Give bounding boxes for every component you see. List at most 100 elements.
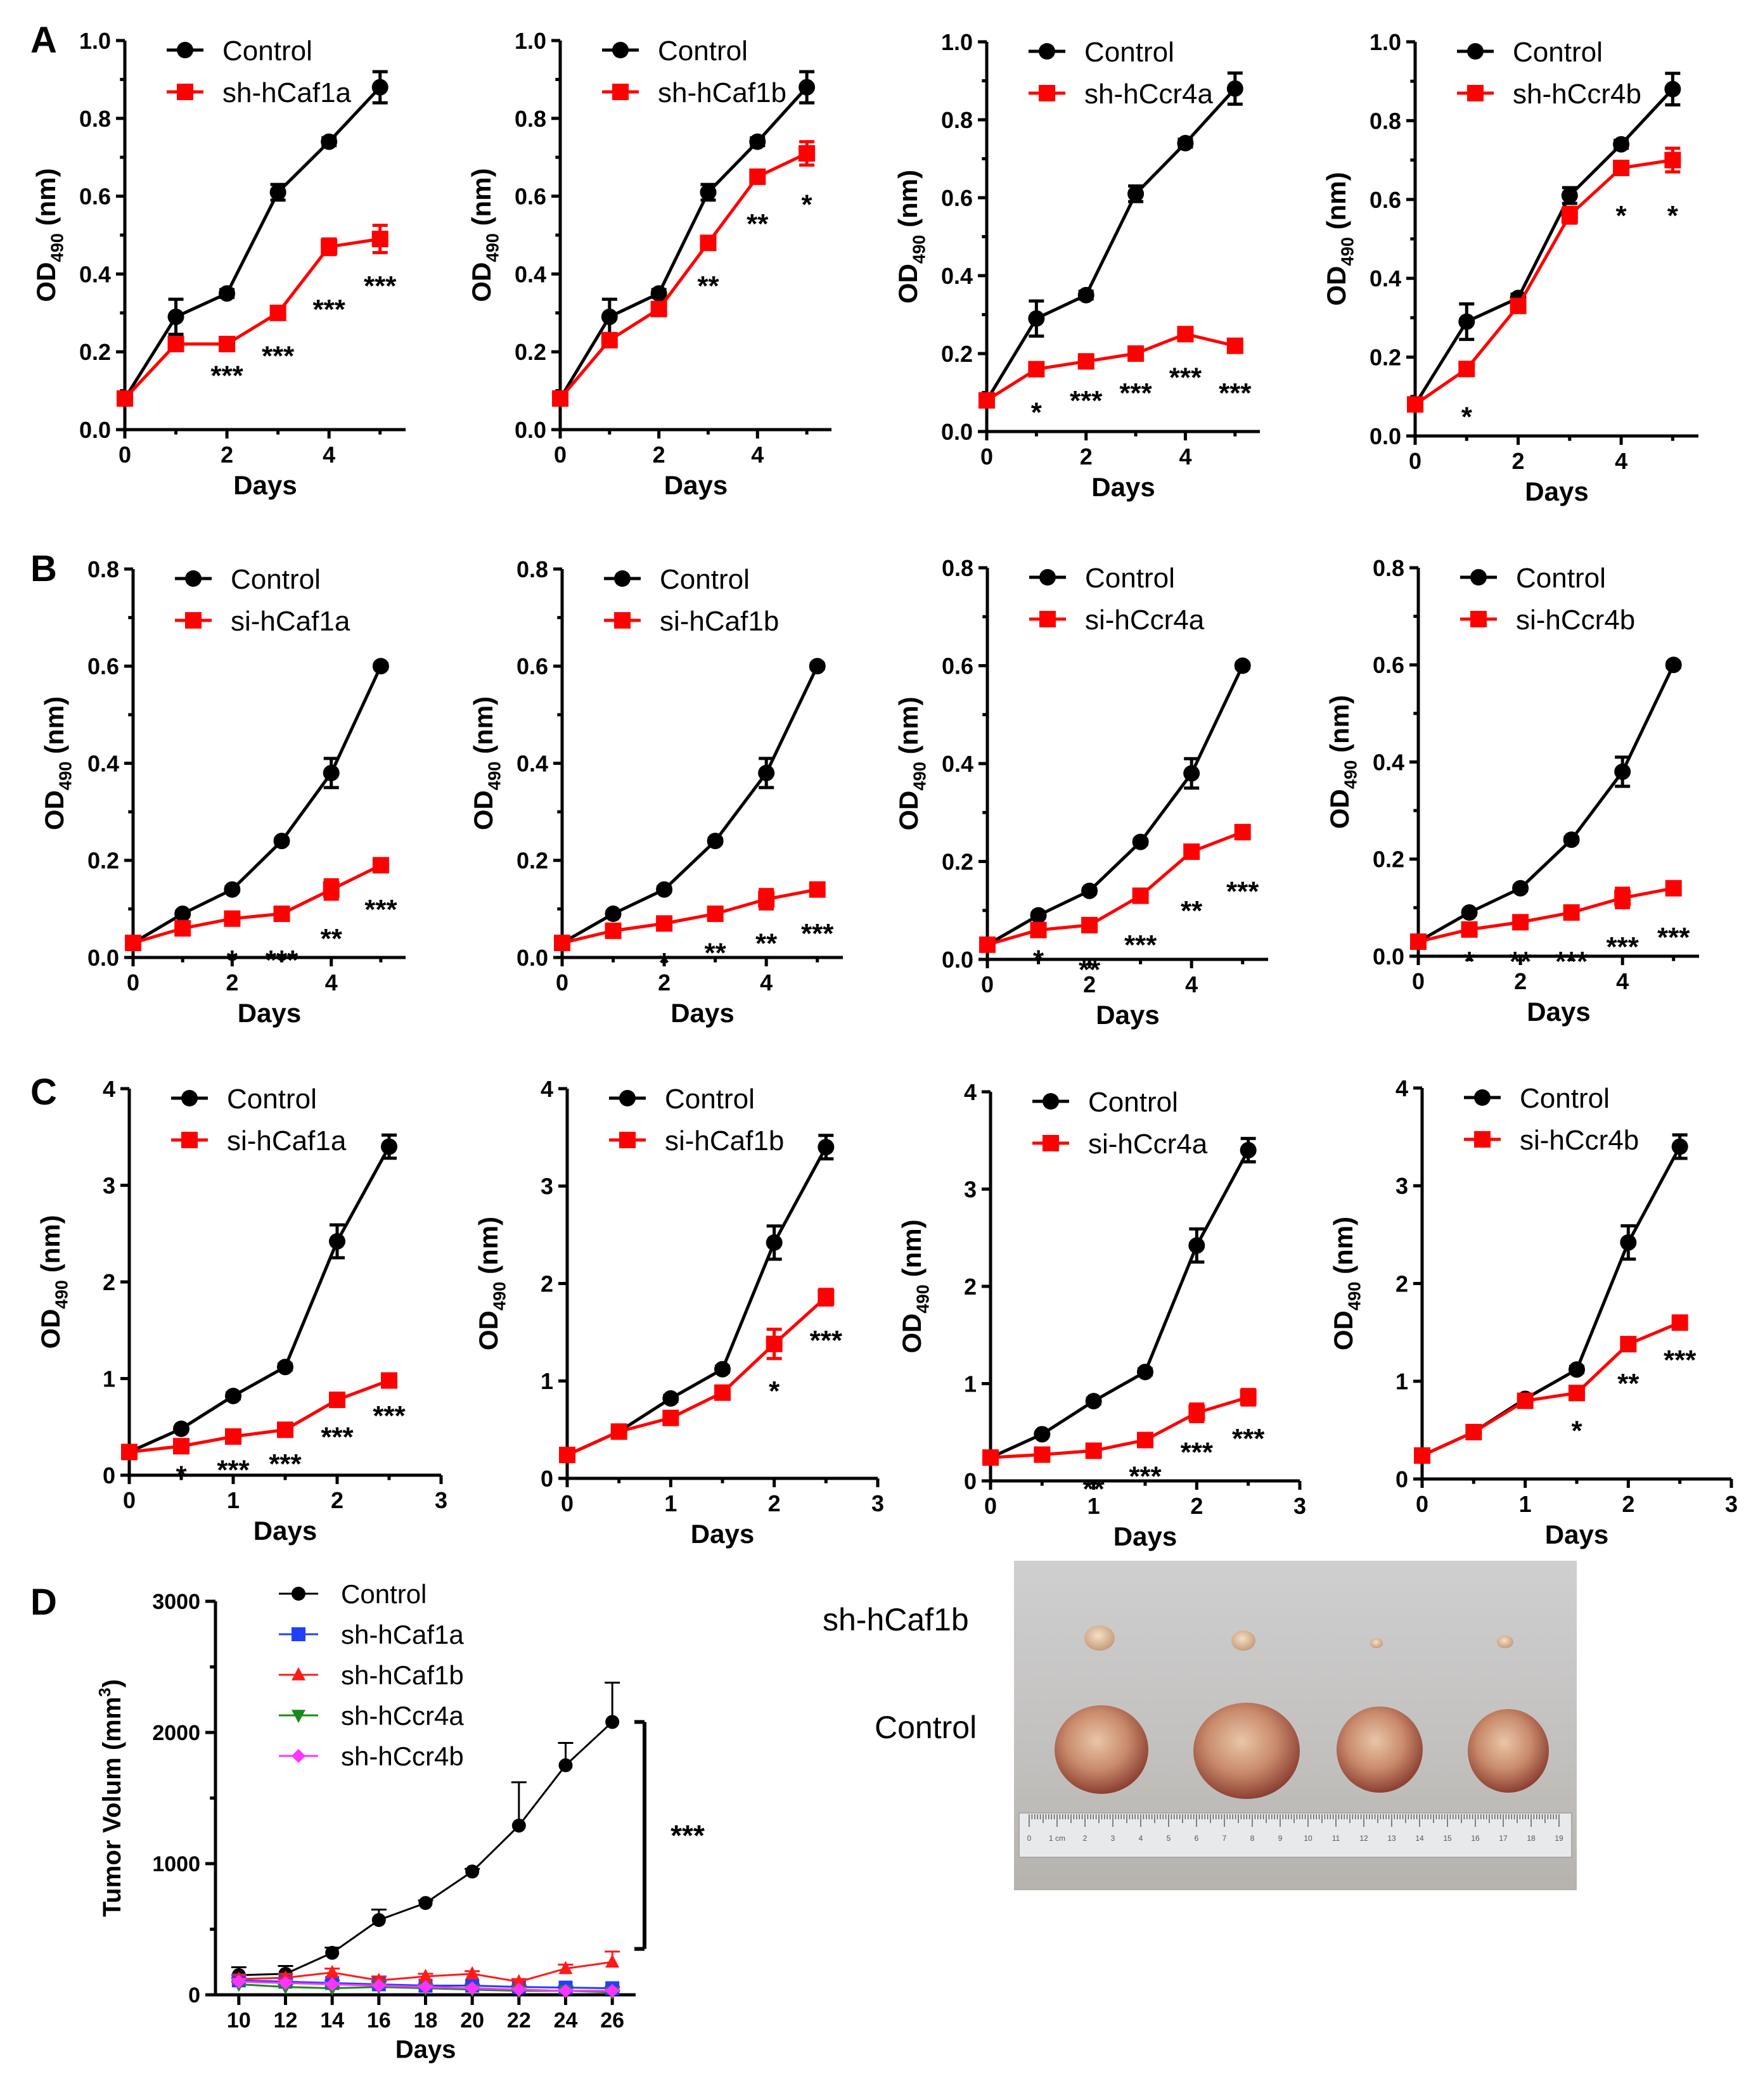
photo-row-label-control: Control — [875, 1710, 977, 1745]
data-point — [1077, 353, 1094, 370]
x-tick-label: 10 — [227, 2009, 251, 2033]
x-tick-label: 3 — [435, 1487, 447, 1513]
data-point — [231, 1975, 246, 1989]
series-line — [566, 1146, 828, 1457]
significance-mark: * — [1667, 200, 1679, 231]
data-point — [558, 1961, 573, 1975]
x-tick-label: 4 — [325, 970, 338, 996]
x-axis-title: Days — [1525, 477, 1588, 506]
y-axis-title: OD490 (nm) — [473, 1217, 510, 1350]
data-point — [1620, 1234, 1637, 1251]
data-point — [225, 1428, 241, 1445]
legend-label: Control — [1516, 563, 1606, 594]
legend-marker — [1039, 569, 1056, 586]
series-line — [128, 1146, 391, 1454]
data-point — [982, 1449, 999, 1466]
data-point — [979, 936, 996, 953]
y-tick-label: 0.2 — [941, 341, 973, 367]
legend-marker — [292, 1587, 305, 1601]
data-point — [269, 304, 286, 321]
ruler-label: 9 — [1278, 1834, 1283, 1843]
data-point — [1461, 904, 1478, 921]
data-point — [1132, 887, 1149, 904]
legend: Control si-hCcr4a — [1032, 1087, 1208, 1160]
data-point — [1458, 313, 1475, 330]
data-point — [766, 1335, 783, 1352]
significance-mark: *** — [1606, 932, 1639, 963]
significance-mark: ** — [1181, 895, 1203, 926]
y-tick-label: 0.6 — [942, 653, 973, 679]
data-point — [601, 308, 618, 325]
y-axis-title: OD490 (nm) — [897, 1219, 933, 1353]
legend-marker — [1043, 1093, 1059, 1110]
y-tick-label: 3 — [103, 1172, 115, 1198]
panel-label-b: B — [30, 548, 57, 589]
y-tick-label: 0.2 — [1370, 345, 1401, 371]
significance-mark: *** — [1219, 378, 1252, 409]
data-point — [552, 390, 568, 407]
data-point — [321, 133, 338, 150]
y-tick-label: 0.6 — [515, 184, 546, 210]
data-point — [1614, 763, 1631, 780]
legend-label: sh-hCaf1b — [658, 77, 786, 108]
x-tick-label: 0 — [123, 1487, 136, 1513]
y-tick-label: 2 — [103, 1269, 115, 1295]
series-line — [1414, 158, 1673, 406]
x-tick-label: 4 — [1615, 448, 1627, 474]
significance-bracket: *** — [634, 1720, 705, 1951]
legend-label: Control — [665, 1084, 755, 1115]
data-point — [219, 335, 236, 352]
data-point — [173, 1420, 189, 1437]
data-point — [1671, 1138, 1688, 1155]
data-point — [1034, 1446, 1051, 1463]
legend-marker — [177, 42, 193, 58]
ruler-label: 11 — [1332, 1834, 1340, 1843]
legend-marker — [619, 1132, 636, 1148]
legend-marker — [181, 1090, 198, 1106]
x-tick-label: 1 — [227, 1487, 240, 1513]
legend-marker — [612, 84, 629, 100]
data-point — [1240, 1388, 1257, 1405]
ruler-label: 6 — [1195, 1834, 1199, 1843]
small-tumor-4 — [1497, 1636, 1513, 1648]
data-point — [219, 285, 236, 302]
data-point — [656, 915, 673, 932]
data-point — [700, 184, 717, 201]
series-si-hcaf1a — [125, 857, 389, 952]
data-point — [277, 1421, 293, 1438]
data-point — [1665, 880, 1682, 897]
significance-mark: * — [1571, 1415, 1582, 1446]
x-axis-title: Days — [1091, 472, 1155, 502]
y-tick-label: 0.4 — [79, 261, 111, 287]
x-tick-label: 0 — [119, 442, 131, 468]
x-tick-label: 3 — [1293, 1493, 1306, 1519]
x-tick-label: 4 — [1179, 444, 1191, 470]
y-tick-label: 4 — [103, 1076, 115, 1102]
legend-label: Control — [222, 35, 312, 67]
data-point — [224, 910, 241, 927]
data-point — [707, 906, 724, 923]
y-tick-label: 0.2 — [516, 848, 548, 874]
x-axis-title: Days — [253, 1516, 317, 1546]
legend-marker — [614, 570, 631, 587]
data-point — [125, 935, 141, 952]
y-tick-label: 0.4 — [1370, 266, 1401, 291]
y-axis-title: OD490 (nm) — [1321, 172, 1357, 305]
legend-label: Control — [658, 35, 748, 67]
legend: Control sh-hCcr4a — [1029, 37, 1213, 110]
ruler-body — [1018, 1812, 1572, 1858]
data-point — [1461, 921, 1478, 938]
y-tick-label: 0.0 — [87, 945, 119, 971]
x-tick-label: 26 — [600, 2009, 624, 2033]
data-point — [818, 1139, 835, 1156]
data-point — [601, 331, 618, 349]
series-control — [125, 658, 389, 952]
y-tick-label: 0 — [103, 1463, 115, 1489]
x-tick-label: 0 — [1409, 448, 1421, 474]
data-point — [1132, 833, 1149, 850]
data-point — [167, 308, 184, 325]
